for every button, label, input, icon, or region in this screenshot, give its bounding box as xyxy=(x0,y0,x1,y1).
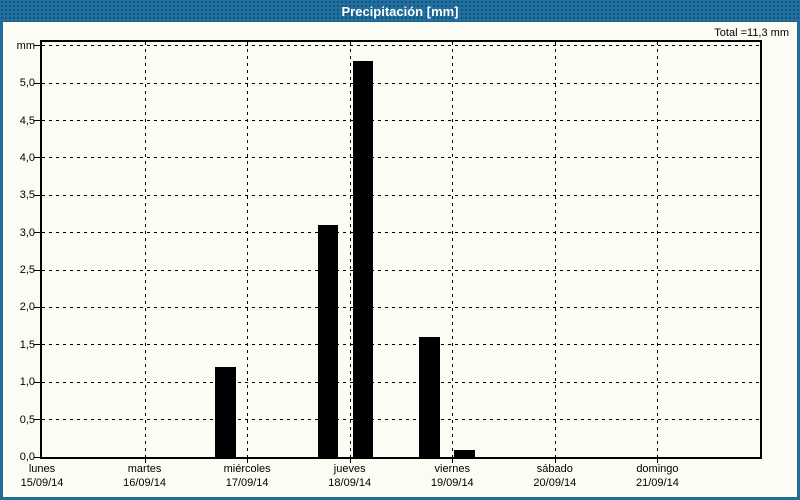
day-name: domingo xyxy=(636,463,679,475)
x-axis-day-label: miércoles 17/09/14 xyxy=(201,462,293,490)
day-date: 18/09/14 xyxy=(328,477,372,489)
chart-title-bar: Precipitación [mm] xyxy=(0,0,800,22)
y-gridline xyxy=(42,344,760,346)
precip-bar xyxy=(215,367,236,457)
day-gridline xyxy=(657,42,659,457)
y-gridline xyxy=(42,269,760,271)
day-gridline xyxy=(247,42,249,457)
y-gridline xyxy=(42,381,760,383)
y-gridline xyxy=(42,120,760,121)
y-gridline xyxy=(42,82,760,84)
y-axis-label: 4,0 xyxy=(19,151,35,164)
y-axis-label: 3,0 xyxy=(19,226,35,239)
y-gridline xyxy=(42,419,760,421)
day-name: sábado xyxy=(536,463,573,475)
day-name: martes xyxy=(127,463,162,475)
precip-bar xyxy=(419,337,440,457)
day-name: miércoles xyxy=(223,463,271,475)
x-axis-day-label: jueves 18/09/14 xyxy=(304,462,396,490)
y-axis-tick xyxy=(34,194,40,196)
day-name: lunes xyxy=(28,463,56,475)
x-axis-day-label: viernes 19/09/14 xyxy=(406,462,498,490)
y-gridline xyxy=(42,157,760,159)
day-gridline xyxy=(349,42,351,457)
y-axis-label: 4,5 xyxy=(19,114,35,127)
x-axis-tick xyxy=(657,459,659,463)
y-axis-label: 1,5 xyxy=(19,338,35,351)
day-date: 20/09/14 xyxy=(533,477,577,489)
y-axis-tick xyxy=(34,344,40,346)
x-axis-tick xyxy=(144,459,146,463)
day-date: 19/09/14 xyxy=(430,477,474,489)
precip-bar xyxy=(454,449,475,457)
y-gridline xyxy=(42,232,760,234)
y-axis-tick xyxy=(34,157,40,159)
precip-bar xyxy=(317,225,339,457)
day-gridline xyxy=(144,42,146,457)
y-gridline xyxy=(42,45,760,47)
y-gridline xyxy=(42,194,760,196)
day-date: 17/09/14 xyxy=(225,477,269,489)
y-axis-tick xyxy=(34,82,40,84)
y-axis-label: 2,5 xyxy=(19,264,35,277)
chart-title: Precipitación [mm] xyxy=(341,3,459,19)
day-date: 21/09/14 xyxy=(636,477,679,489)
x-axis-tick xyxy=(349,459,351,463)
day-gridline xyxy=(554,42,556,457)
y-axis-label: 1,0 xyxy=(19,376,35,389)
y-axis-label: mm xyxy=(16,39,35,52)
y-axis-label: 0,5 xyxy=(19,413,35,426)
day-name: jueves xyxy=(333,463,366,475)
y-gridline xyxy=(42,306,760,308)
x-axis-day-label: lunes 15/09/14 xyxy=(0,462,88,490)
y-axis-tick xyxy=(34,381,40,383)
y-axis-tick xyxy=(34,120,40,121)
y-axis-label: 0,0 xyxy=(19,451,35,463)
day-date: 15/09/14 xyxy=(20,477,64,489)
y-axis-label: 2,0 xyxy=(19,301,35,314)
x-axis-tick xyxy=(452,459,454,463)
day-gridline xyxy=(452,42,454,457)
day-name: viernes xyxy=(434,463,471,475)
y-axis-tick xyxy=(34,45,40,47)
total-label: Total =11,3 mm xyxy=(714,27,789,39)
y-axis-tick xyxy=(34,419,40,421)
y-axis-tick xyxy=(34,456,40,458)
x-axis-day-label: domingo 21/09/14 xyxy=(611,462,703,490)
plot-area xyxy=(40,40,762,459)
y-axis-label: 3,5 xyxy=(19,189,35,202)
x-axis-day-label: sábado 20/09/14 xyxy=(509,462,601,490)
y-axis-tick xyxy=(34,269,40,271)
x-axis-tick xyxy=(247,459,249,463)
day-date: 16/09/14 xyxy=(123,477,166,489)
y-axis-label: 5,0 xyxy=(19,77,35,90)
y-axis-tick xyxy=(34,306,40,308)
precip-bar xyxy=(352,60,374,457)
x-axis-tick xyxy=(554,459,556,463)
x-axis-day-label: martes 16/09/14 xyxy=(99,462,191,490)
y-axis-tick xyxy=(34,232,40,234)
